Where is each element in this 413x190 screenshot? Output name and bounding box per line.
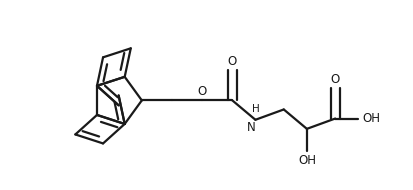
Text: O: O <box>197 85 206 98</box>
Text: OH: OH <box>297 154 315 167</box>
Text: O: O <box>227 55 236 68</box>
Text: N: N <box>246 121 255 134</box>
Text: OH: OH <box>361 112 379 125</box>
Text: O: O <box>330 73 339 86</box>
Text: H: H <box>251 104 259 114</box>
